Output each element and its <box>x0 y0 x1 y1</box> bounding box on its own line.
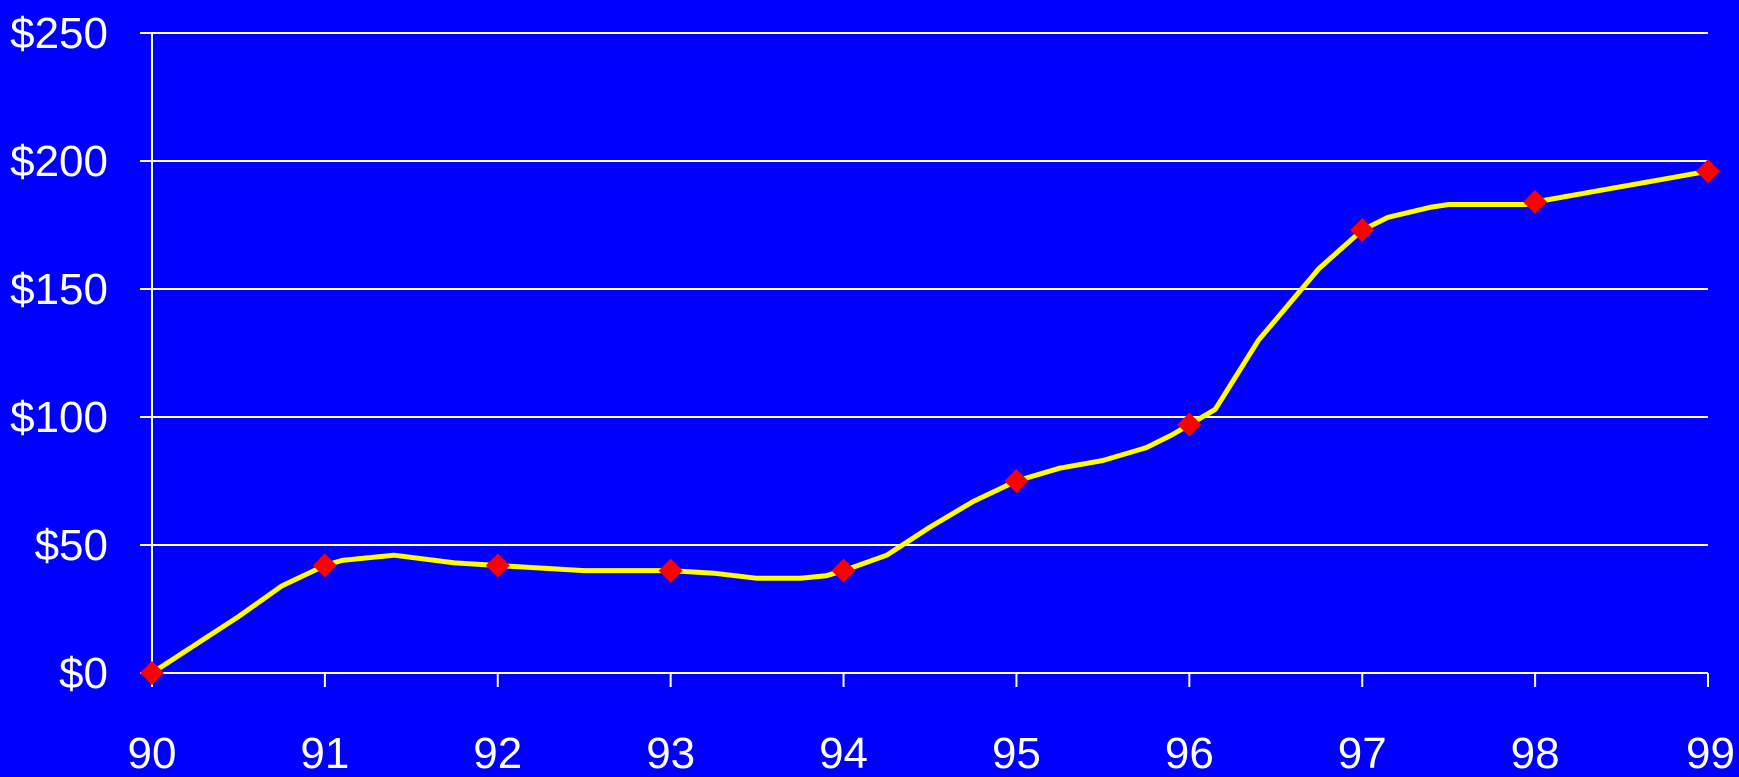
data-point-marker <box>1696 159 1720 184</box>
x-tick-label: 99 <box>1686 729 1735 777</box>
y-tick-label: $200 <box>10 137 108 186</box>
y-tick-label: $50 <box>35 521 108 570</box>
x-tick-label: 96 <box>1165 729 1214 777</box>
x-tick-label: 93 <box>646 729 695 777</box>
y-tick-label: $150 <box>10 265 108 314</box>
data-point-marker <box>1523 189 1548 214</box>
markers <box>140 159 1720 685</box>
y-tick-label: $0 <box>59 649 108 698</box>
x-tick-label: 92 <box>473 729 522 777</box>
gridlines <box>140 32 1708 674</box>
x-tick-label: 94 <box>819 729 868 777</box>
y-tick-label: $250 <box>10 9 108 58</box>
data-point-marker <box>1350 218 1375 243</box>
x-tick-label: 90 <box>128 729 177 777</box>
series <box>149 168 1711 676</box>
data-point-marker <box>312 553 337 578</box>
axes <box>151 33 1709 687</box>
data-point-marker <box>1004 469 1029 493</box>
x-tick-label: 97 <box>1338 729 1387 777</box>
x-tick-label: 98 <box>1511 729 1560 777</box>
data-point-marker <box>658 558 683 583</box>
series-line <box>149 168 1711 676</box>
x-axis-tick-labels: 90 91 92 93 94 95 96 97 98 99 <box>128 729 1735 777</box>
y-tick-label: $100 <box>10 393 108 442</box>
data-point-marker <box>831 558 856 583</box>
data-point-marker <box>1177 412 1202 437</box>
data-point-marker <box>485 553 510 578</box>
x-tick-label: 95 <box>992 729 1041 777</box>
y-axis-tick-labels: $0 $50 $100 $150 $200 $250 <box>10 9 108 698</box>
data-point-marker <box>140 661 164 685</box>
x-tick-label: 91 <box>300 729 349 777</box>
